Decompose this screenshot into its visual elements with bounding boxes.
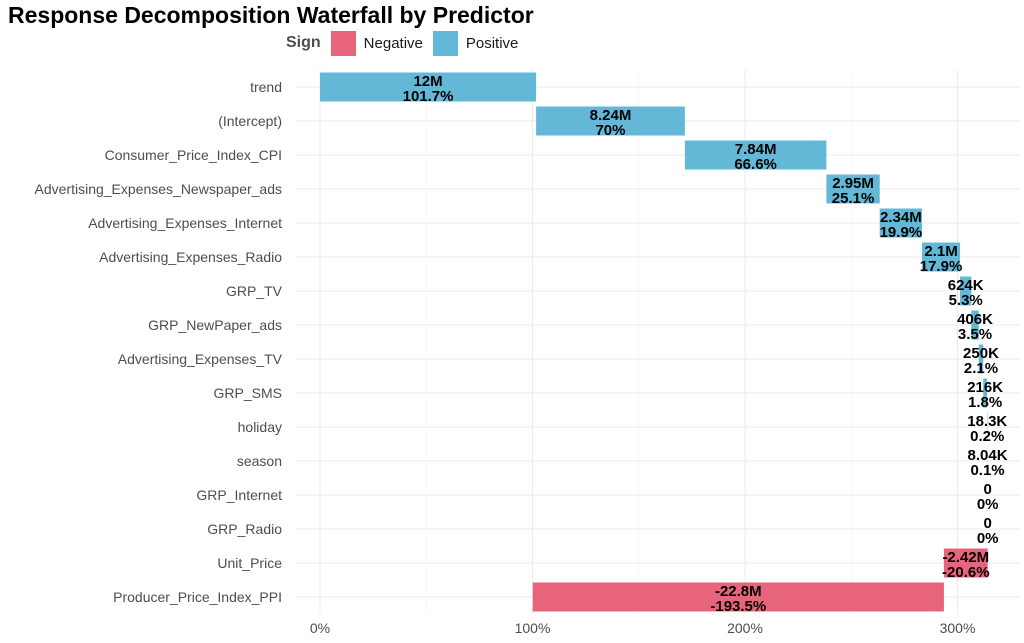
percent-label: 5.3%: [949, 292, 983, 309]
value-label: 2.95M: [832, 175, 874, 192]
legend-label-positive: Positive: [465, 34, 519, 52]
y-tick-label: Consumer_Price_Index_CPI: [105, 147, 282, 163]
chart-title: Response Decomposition Waterfall by Pred…: [8, 2, 534, 28]
bar-Advertising_Expenses_Newspaper_ads: [826, 174, 880, 204]
x-tick-label: 300%: [940, 620, 976, 636]
y-tick-label: season: [237, 453, 282, 469]
x-tick-label: 0%: [310, 620, 330, 636]
grid-lines: [296, 70, 1020, 614]
y-tick-label: Unit_Price: [217, 555, 282, 571]
bar-GRP_SMS: [983, 378, 988, 408]
y-tick-label: trend: [250, 79, 282, 95]
percent-label: -20.6%: [942, 564, 990, 581]
percent-label: 3.5%: [958, 326, 992, 343]
percent-label: 0%: [977, 496, 999, 513]
bar-Consumer_Price_Index_CPI: [684, 140, 827, 170]
value-label: 7.84M: [735, 141, 777, 158]
value-label: -22.8M: [715, 583, 762, 600]
legend-item-positive: Positive: [432, 30, 519, 56]
y-tick-label: GRP_Radio: [207, 521, 282, 537]
y-tick-label: Producer_Price_Index_PPI: [113, 589, 282, 605]
x-tick-label: 100%: [515, 620, 551, 636]
percent-label: 0.1%: [970, 462, 1004, 479]
bar-GRP_NewPaper_ads: [971, 310, 979, 340]
percent-label: -193.5%: [710, 598, 766, 615]
percent-label: 0%: [977, 530, 999, 547]
legend-label-negative: Negative: [363, 34, 423, 52]
y-tick-label: GRP_NewPaper_ads: [148, 317, 282, 333]
bar-Advertising_Expenses_TV: [978, 344, 984, 374]
bar-GRP_TV: [960, 276, 972, 306]
legend-title: Sign: [286, 34, 321, 51]
value-label: 8.04K: [968, 447, 1008, 464]
legend-item-negative: Negative: [330, 30, 423, 56]
percent-label: 17.9%: [920, 258, 963, 275]
value-label: 406K: [957, 311, 993, 328]
value-label: 216K: [967, 379, 1003, 396]
bar-(Intercept): [536, 106, 685, 136]
percent-label: 101.7%: [403, 88, 454, 105]
y-tick-label: (Intercept): [218, 113, 282, 129]
percent-label: 19.9%: [880, 224, 923, 241]
x-tick-label: 200%: [727, 620, 763, 636]
legend-key-positive: [432, 30, 458, 56]
x-axis: 0% 100% 200% 300%: [310, 620, 976, 636]
percent-label: 70%: [595, 122, 625, 139]
bars: [320, 72, 988, 612]
value-label: 624K: [948, 277, 984, 294]
percent-label: 1.8%: [968, 394, 1002, 411]
bar-Advertising_Expenses_Internet: [879, 208, 923, 238]
value-label: 0: [984, 515, 992, 532]
bar-Unit_Price: [943, 548, 988, 578]
percent-label: 2.1%: [964, 360, 998, 377]
y-tick-label: Advertising_Expenses_TV: [118, 351, 283, 367]
y-tick-label: holiday: [238, 419, 282, 435]
value-label: 0: [984, 481, 992, 498]
bar-trend: [320, 72, 537, 102]
legend-key-negative: [330, 30, 356, 56]
y-tick-label: GRP_TV: [226, 283, 283, 299]
percent-label: 0.2%: [970, 428, 1004, 445]
value-label: 18.3K: [967, 413, 1007, 430]
y-tick-label: Advertising_Expenses_Radio: [99, 249, 282, 265]
y-tick-label: Advertising_Expenses_Internet: [88, 215, 282, 231]
percent-label: 25.1%: [832, 190, 875, 207]
legend: Sign Negative Positive: [286, 30, 528, 56]
y-tick-label: Advertising_Expenses_Newspaper_ads: [35, 181, 282, 197]
y-axis: trend (Intercept) Consumer_Price_Index_CPI…: [35, 79, 283, 605]
value-label: 8.24M: [590, 107, 632, 124]
bar-Producer_Price_Index_PPI: [532, 582, 944, 612]
bar-Advertising_Expenses_Radio: [922, 242, 961, 272]
y-tick-label: GRP_SMS: [214, 385, 282, 401]
value-label: 2.34M: [880, 209, 922, 226]
value-label: 12M: [413, 73, 442, 90]
value-label: -2.42M: [942, 549, 989, 566]
value-label: 250K: [963, 345, 999, 362]
percent-label: 66.6%: [734, 156, 777, 173]
value-label: 2.1M: [924, 243, 957, 260]
y-tick-label: GRP_Internet: [196, 487, 282, 503]
